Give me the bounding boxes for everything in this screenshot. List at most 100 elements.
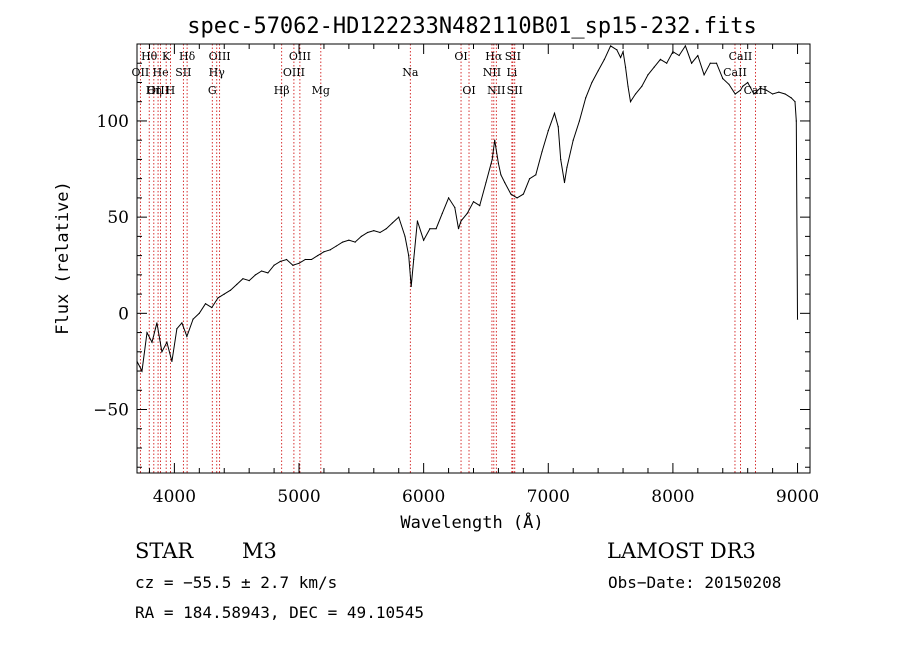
spectrum-point — [784, 93, 786, 95]
spectrum-point — [541, 151, 543, 153]
spectral-line-label: OII — [132, 66, 150, 79]
spectral-line-label: OI — [454, 50, 467, 63]
spectrum-point — [497, 162, 500, 164]
spectrum-point — [223, 293, 225, 295]
spectrum-point — [161, 351, 163, 353]
spectrum-point — [398, 216, 400, 218]
spectrum-point — [176, 328, 178, 330]
spectral-line-label: OIII — [147, 84, 169, 97]
spectrum-point — [429, 228, 431, 230]
spectral-line-label: OIII — [283, 66, 305, 79]
spectrum-point — [641, 85, 643, 87]
spectrum-point — [298, 262, 300, 264]
spectrum-series — [136, 44, 799, 373]
spectrum-point — [198, 312, 200, 314]
spectrum-point — [479, 204, 481, 207]
y-tick-label: 50 — [107, 208, 129, 228]
spectrum-point — [181, 322, 183, 324]
spectrum-point — [603, 58, 605, 60]
spectrum-point — [404, 235, 406, 237]
spectrum-point — [248, 280, 250, 282]
spectrum-point — [373, 230, 375, 232]
spectrum-point — [703, 74, 705, 76]
spectrum-point — [560, 158, 562, 161]
spectrum-point — [151, 341, 153, 343]
spectrum-point — [697, 54, 699, 57]
spectrum-point — [441, 212, 443, 214]
spectrum-point — [171, 360, 173, 363]
spectral-line-label: Hθ — [141, 50, 158, 63]
x-tick-label: 9000 — [776, 487, 819, 507]
object-class: STAR — [135, 539, 194, 563]
spectrum-point — [516, 197, 518, 199]
spectral-line-label: Hβ — [274, 84, 290, 97]
spectrum-point — [563, 181, 566, 184]
spectrum-point — [504, 181, 506, 184]
spectrum-point — [597, 70, 599, 72]
spectral-line-label: Hδ — [179, 50, 196, 63]
spectral-line-label: Mg — [312, 84, 330, 97]
spectral-line-label: OIII — [289, 50, 311, 63]
spectrum-point — [547, 129, 549, 132]
spectrum-point — [747, 81, 749, 84]
spectrum-point — [317, 255, 319, 257]
spectral-line-label: H — [166, 84, 176, 97]
spectral-line-label: OIII — [209, 50, 231, 63]
spectrum-point — [629, 101, 632, 103]
spectrum-point — [323, 251, 325, 253]
chart-title: spec-57062-HD122233N482110B01_sp15-232.f… — [187, 14, 757, 39]
spectrum-point — [619, 56, 622, 59]
x-tick-label: 7000 — [527, 487, 570, 507]
observation-date: Obs−Date: 20150208 — [608, 573, 782, 592]
spectrum-point — [616, 49, 618, 51]
spectrum-point — [447, 197, 450, 199]
spectral-line-label: K — [162, 50, 171, 63]
spectrum-point — [186, 335, 188, 338]
spectrum-point — [192, 318, 194, 320]
spectral-line-label: NII — [483, 66, 501, 79]
survey-name: LAMOST DR3 — [607, 539, 756, 563]
spectrum-point — [285, 258, 288, 261]
coordinates: RA = 184.58943, DEC = 49.10545 — [135, 603, 424, 622]
spectrum-point — [790, 97, 792, 99]
spectrum-point — [146, 331, 148, 334]
spectrum-point — [466, 212, 468, 214]
spectrum-point — [578, 120, 581, 122]
spectral-line-label: CaII — [744, 84, 768, 97]
spectrum-point — [647, 74, 649, 76]
spectrum-point — [566, 166, 568, 168]
plot-frame — [136, 43, 811, 474]
spectrum-point — [557, 126, 559, 128]
spectrum-point — [391, 222, 394, 224]
spectrum-point — [794, 101, 796, 103]
spectrum-point — [627, 85, 629, 87]
redshift-cz: cz = −55.5 ± 2.7 km/s — [135, 573, 338, 592]
y-tick-label: 0 — [118, 304, 129, 324]
spectral-line-label: Na — [402, 66, 419, 79]
spectrum-point — [778, 91, 780, 93]
spectrum-point — [292, 264, 294, 266]
spectrum-point — [739, 89, 742, 91]
y-axis-label: Flux (relative) — [53, 181, 73, 335]
spectrum-point — [385, 228, 387, 230]
x-tick-label: 4000 — [153, 487, 196, 507]
spectrum-point — [659, 58, 662, 60]
spectrum-point — [609, 45, 612, 47]
spectrum-point — [267, 272, 269, 274]
axis-ticks: 4000 5000 6000 7000 8000 9000 −50 0 50 100 — [93, 44, 819, 507]
spectrum-point — [765, 89, 767, 91]
spectrum-point — [585, 97, 587, 99]
spectrum-point — [653, 66, 655, 68]
spectrum-point — [279, 260, 281, 262]
spectrum-point — [408, 255, 410, 257]
spectrum-point — [622, 51, 624, 53]
spectrum-point — [229, 289, 232, 291]
spectrum-point — [522, 193, 524, 195]
spectrum-point — [273, 264, 275, 266]
object-subclass: M3 — [242, 539, 277, 563]
spectrum-point — [634, 93, 637, 95]
spectrum-point — [666, 62, 668, 64]
spectrum-point — [379, 231, 381, 234]
spectrum-point — [591, 81, 593, 84]
